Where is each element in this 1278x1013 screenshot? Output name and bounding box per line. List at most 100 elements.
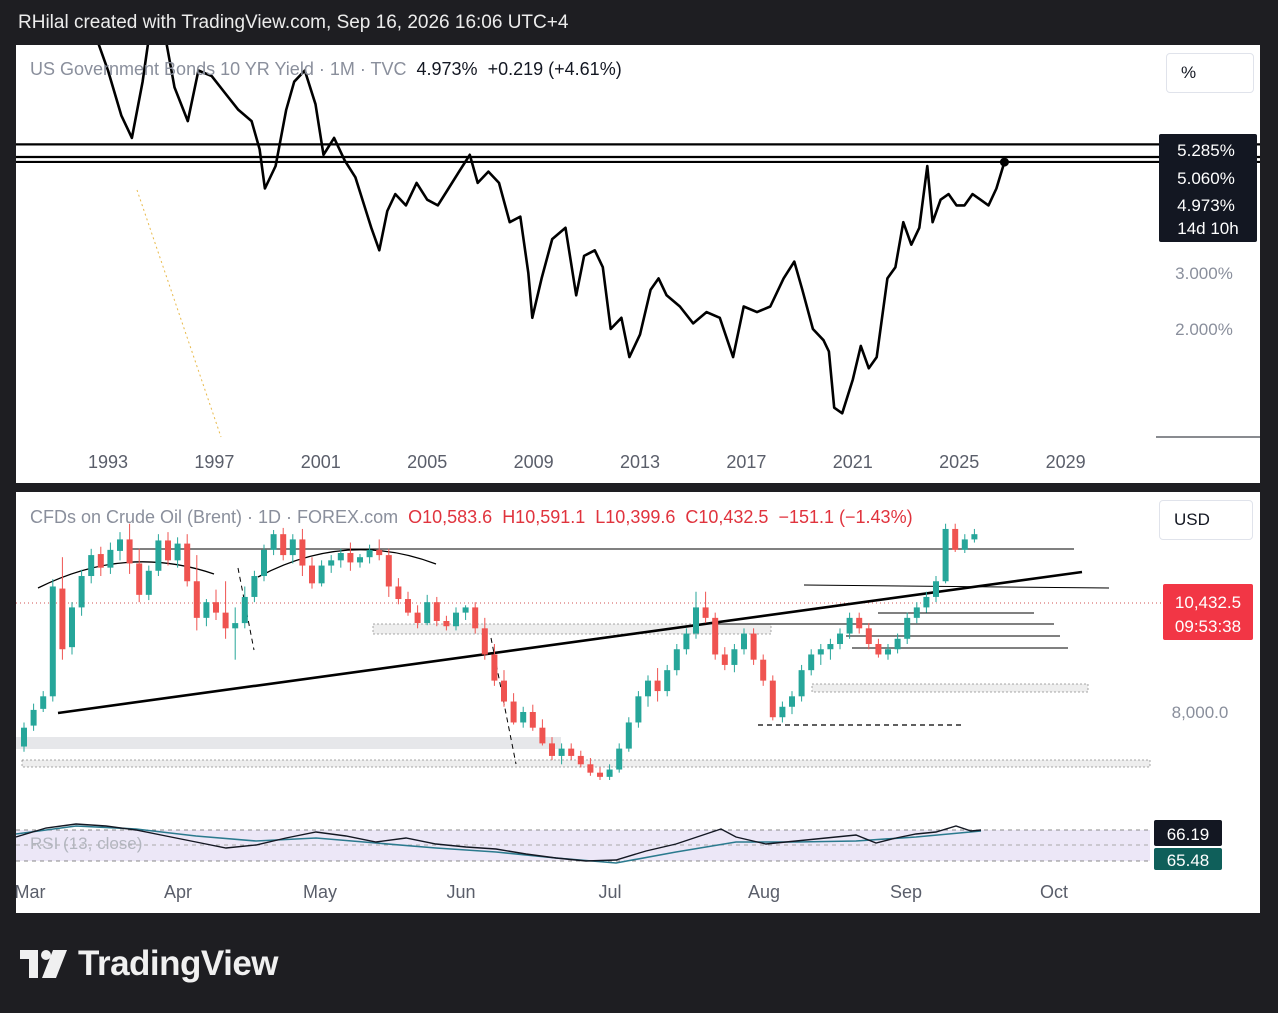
candle-body xyxy=(328,560,335,566)
month-tick-May: May xyxy=(303,882,337,902)
candle-body xyxy=(712,617,719,655)
attribution-text: RHilal created with TradingView.com, Sep… xyxy=(18,12,569,33)
candle-body xyxy=(136,563,143,595)
candle-body xyxy=(203,602,210,618)
brent-legend: CFDs on Crude Oil (Brent) · 1D · FOREX.c… xyxy=(30,507,913,528)
candle-body xyxy=(942,528,949,582)
candle-body xyxy=(443,620,450,627)
candle-body xyxy=(501,680,507,702)
dotted-trendline xyxy=(136,189,222,438)
yield-change: +0.219 (+4.61%) xyxy=(487,59,622,79)
candle-body xyxy=(213,602,219,613)
ohlc-high: H10,591.1 xyxy=(502,507,586,527)
month-tick-Oct: Oct xyxy=(1040,882,1068,902)
resistance-zone xyxy=(372,623,772,635)
candle-body xyxy=(798,670,805,697)
candle-body xyxy=(232,623,239,629)
candle-body xyxy=(97,554,104,568)
rsi-ma-value: 65.48 xyxy=(1167,851,1210,870)
yield-symbol: US Government Bonds 10 YR Yield · 1M · T… xyxy=(30,59,407,79)
candle-body xyxy=(405,599,411,613)
candle-body xyxy=(357,557,363,563)
candle-body xyxy=(721,654,728,665)
candle-body xyxy=(337,553,344,561)
candle-body xyxy=(971,534,978,540)
candle-body xyxy=(731,649,738,665)
candle-body xyxy=(366,549,373,558)
price-tag-stack xyxy=(1159,134,1257,242)
x-tick-2009: 2009 xyxy=(514,452,554,472)
month-tick-Jul: Jul xyxy=(598,882,621,902)
candle-body xyxy=(587,764,594,773)
last-price-countdown: 09:53:38 xyxy=(1175,617,1241,636)
candle-body xyxy=(817,649,824,655)
x-tick-2017: 2017 xyxy=(726,452,766,472)
candle-body xyxy=(309,565,315,584)
x-tick-2025: 2025 xyxy=(939,452,979,472)
candle-body xyxy=(299,539,306,566)
arc-head xyxy=(257,549,437,578)
y-tick-2.000%: 2.000% xyxy=(1175,320,1233,339)
candle-body xyxy=(827,644,834,650)
unit-button[interactable]: % xyxy=(1166,53,1254,93)
currency-button[interactable]: USD xyxy=(1159,500,1253,540)
candle-body xyxy=(280,534,287,556)
candle-body xyxy=(779,706,786,718)
rsi-ma-tag xyxy=(1154,848,1222,870)
rsi-value: 66.19 xyxy=(1167,825,1210,844)
yield-chart-svg[interactable]: 1993 1997 2001 2005 2009 2013 2017 2021 2025 2029… xyxy=(16,45,1260,483)
level-line-1 xyxy=(803,584,1110,589)
candle-body xyxy=(376,549,383,556)
candle-body xyxy=(837,633,843,645)
candle-body xyxy=(616,748,623,770)
brent-chart-svg[interactable]: 8,000.0 10,432.5 09:53:38 RSI (13, close) 66… xyxy=(16,492,1260,913)
candle-body xyxy=(750,633,757,660)
candle-body xyxy=(126,539,133,564)
candle-body xyxy=(664,670,671,692)
candle-body xyxy=(184,543,191,582)
x-tick-2029: 2029 xyxy=(1046,452,1086,472)
dashed-divider-1 xyxy=(237,567,255,651)
price-tag-1: 5.060% xyxy=(1177,169,1235,188)
candle-body xyxy=(510,701,517,723)
candle-body xyxy=(635,696,642,723)
candle-body xyxy=(145,570,152,595)
candle-body xyxy=(395,586,402,600)
yield-last: 4.973% xyxy=(416,59,478,79)
candle-body xyxy=(673,649,680,671)
candle-body xyxy=(165,540,171,561)
candle-body xyxy=(549,743,555,756)
candle-body xyxy=(414,612,421,624)
yield-series-line xyxy=(97,45,1006,415)
candle-body xyxy=(251,576,258,597)
rsi-ma-line xyxy=(16,825,982,864)
brent-chart-panel[interactable]: CFDs on Crude Oil (Brent) · 1D · FOREX.c… xyxy=(16,492,1260,913)
last-value-dot xyxy=(999,157,1009,167)
x-tick-2001: 2001 xyxy=(301,452,341,472)
candle-body xyxy=(539,727,546,744)
candle-body xyxy=(40,696,47,709)
candle-body xyxy=(78,576,85,608)
candle-body xyxy=(808,654,815,671)
ohlc-close: C10,432.5 xyxy=(685,507,769,527)
rsi-label: RSI (13, close) xyxy=(30,834,142,853)
candle-body xyxy=(30,709,37,726)
candle-body xyxy=(577,755,584,765)
brand-wordmark: TradingView xyxy=(78,944,279,983)
candle-body xyxy=(865,628,872,645)
candle-body xyxy=(270,534,277,550)
tradingview-logo-icon xyxy=(20,950,67,978)
candle-body xyxy=(155,540,162,571)
candle-body xyxy=(702,607,709,618)
price-tag-2: 4.973% xyxy=(1177,196,1235,215)
candle-body xyxy=(520,712,527,723)
candle-body xyxy=(107,549,114,568)
arc-shoulder-left xyxy=(37,561,215,589)
candle-body xyxy=(193,581,200,618)
yield-chart-panel[interactable]: US Government Bonds 10 YR Yield · 1M · T… xyxy=(16,45,1260,483)
brent-symbol: CFDs on Crude Oil (Brent) · 1D · FOREX.c… xyxy=(30,507,399,527)
candle-body xyxy=(117,539,123,551)
candle-body xyxy=(491,654,498,681)
candle-body xyxy=(347,553,354,563)
support-zone-band xyxy=(16,737,561,749)
